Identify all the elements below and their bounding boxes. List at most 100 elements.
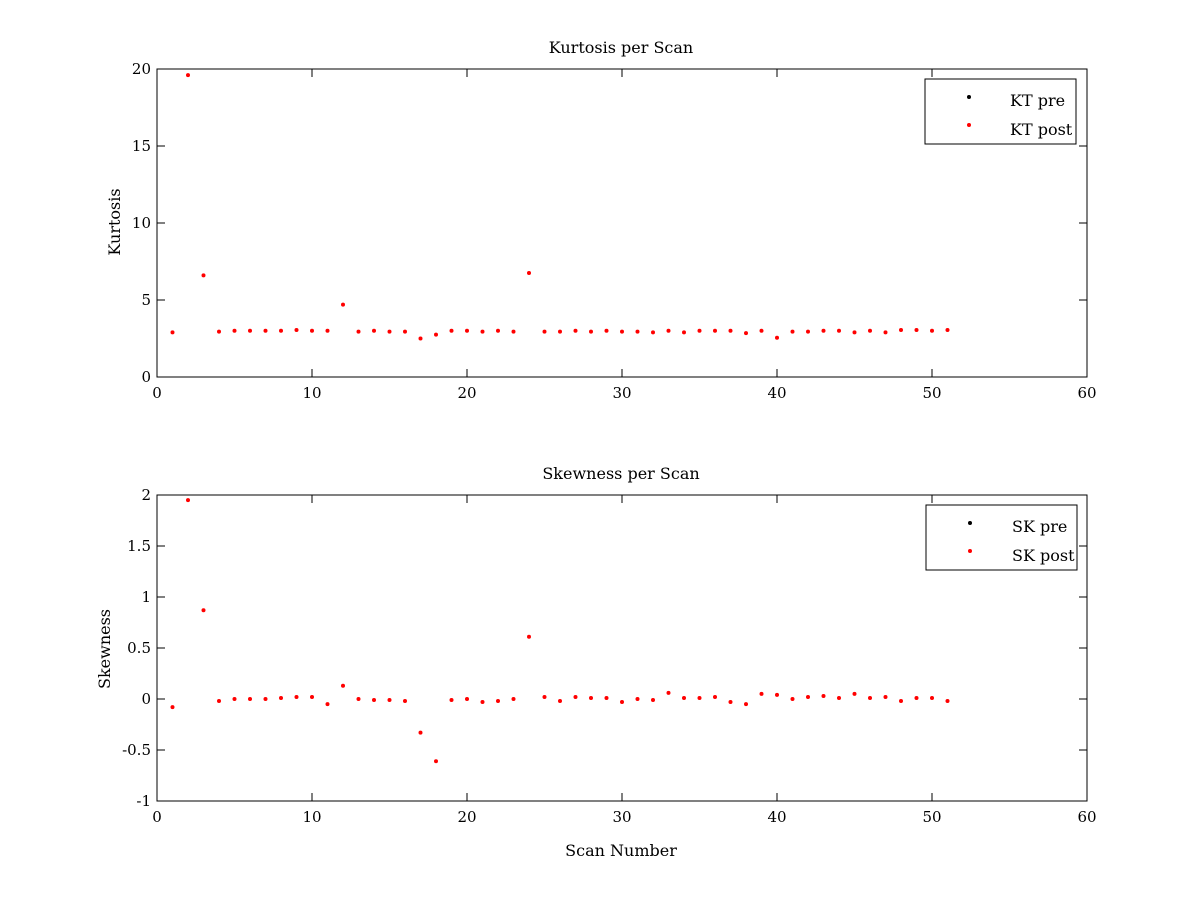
data-point	[666, 328, 671, 333]
legend-box	[924, 78, 1077, 145]
data-point	[837, 328, 841, 333]
data-point	[480, 700, 485, 705]
x-tick-label: 50	[922, 384, 941, 402]
legend-label-kt-post: KT post	[1010, 120, 1073, 139]
skewness-chart: Skewness per Scan 0 10 20 30 40 50 60 -1-0.500…	[95, 464, 1097, 860]
data-point	[697, 695, 702, 700]
data-point	[356, 329, 361, 334]
y-tick-label: 1	[141, 588, 151, 606]
data-point	[527, 271, 531, 276]
data-point	[899, 699, 903, 704]
x-tick-label: 40	[767, 808, 786, 826]
data-point	[868, 328, 872, 333]
data-point	[248, 328, 252, 333]
data-point	[635, 697, 640, 701]
data-point	[186, 73, 190, 78]
legend-marker-kt-post	[967, 123, 971, 127]
data-point	[403, 329, 407, 334]
data-point	[573, 328, 578, 333]
y-tick-label: 0	[141, 368, 151, 386]
data-point	[434, 759, 438, 764]
data-point	[201, 273, 206, 278]
y-tick-label: 0.5	[127, 639, 151, 657]
data-point	[868, 695, 872, 700]
data-point	[418, 336, 423, 341]
y-tick-labels: 0 5 10 15 20	[132, 60, 151, 386]
x-tick-label: 0	[152, 384, 162, 402]
data-point	[279, 695, 283, 700]
legend-label-kt-pre: KT pre	[1010, 91, 1065, 110]
data-point	[930, 328, 934, 333]
data-point	[914, 328, 919, 333]
data-point	[294, 694, 299, 699]
legend-label-sk-post: SK post	[1012, 546, 1075, 565]
data-point	[651, 698, 655, 703]
y-tick-label: 10	[132, 214, 151, 232]
data-point	[635, 329, 640, 334]
data-point	[806, 694, 810, 699]
data-point	[914, 695, 919, 700]
data-point	[449, 698, 454, 703]
y-tick-label: 1.5	[127, 537, 151, 555]
data-point	[945, 699, 950, 704]
x-tick-labels: 0 10 20 30 40 50 60	[152, 384, 1096, 402]
data-point	[527, 634, 531, 639]
x-tick-label: 10	[302, 384, 321, 402]
y-axis-label: Skewness	[95, 609, 114, 689]
data-point	[806, 329, 810, 334]
data-point	[790, 697, 795, 701]
data-point	[310, 694, 314, 699]
data-point	[294, 328, 299, 333]
data-point	[589, 329, 593, 334]
legend-box	[925, 504, 1078, 571]
data-point	[682, 695, 686, 700]
data-point	[325, 702, 330, 707]
data-point	[558, 699, 562, 704]
data-point	[945, 328, 950, 333]
x-tick-label: 20	[457, 384, 476, 402]
y-tick-label: 0	[141, 690, 151, 708]
data-point	[883, 330, 888, 335]
legend: SK pre SK post	[925, 504, 1078, 571]
data-point	[620, 700, 624, 705]
data-point	[341, 683, 345, 688]
data-point	[217, 699, 221, 704]
data-point	[682, 330, 686, 335]
y-tick-label: 5	[141, 291, 151, 309]
data-point	[542, 329, 547, 334]
data-point	[217, 329, 221, 334]
data-point	[263, 328, 268, 333]
data-point	[573, 694, 578, 699]
chart-title: Skewness per Scan	[542, 464, 699, 483]
plot-area	[156, 494, 1088, 802]
data-point	[899, 328, 903, 333]
data-point	[666, 690, 671, 695]
x-tick-label: 60	[1077, 808, 1096, 826]
data-point	[728, 328, 733, 333]
data-point	[496, 328, 500, 333]
data-point	[480, 329, 485, 334]
data-point	[325, 328, 330, 333]
data-point	[852, 330, 857, 335]
y-tick-label: 15	[132, 137, 151, 155]
data-point	[930, 695, 934, 700]
data-point	[775, 692, 779, 697]
data-point	[434, 332, 438, 337]
data-point	[883, 694, 888, 699]
x-tick-label: 20	[457, 808, 476, 826]
data-point	[604, 328, 609, 333]
data-point	[356, 697, 361, 701]
data-point	[310, 328, 314, 333]
x-tick-label: 40	[767, 384, 786, 402]
data-point	[248, 697, 252, 701]
data-point	[418, 730, 423, 735]
data-point	[837, 695, 841, 700]
data-point	[744, 331, 748, 336]
data-point	[387, 698, 392, 703]
legend-marker-kt-pre	[967, 95, 971, 99]
data-point	[263, 697, 268, 701]
data-point	[775, 335, 779, 340]
data-points	[170, 73, 950, 341]
data-point	[465, 328, 469, 333]
